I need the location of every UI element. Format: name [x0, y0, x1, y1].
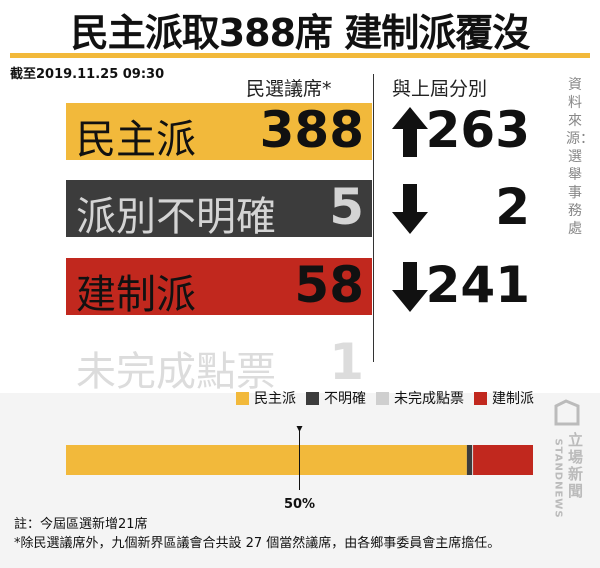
legend-swatch — [306, 391, 319, 405]
row: 建制派 58 — [66, 256, 372, 318]
change-arrow — [392, 262, 428, 312]
seat-change: 263 — [425, 101, 530, 159]
seat-count: 388 — [259, 101, 364, 159]
divider — [373, 74, 374, 362]
legend-item: 未完成點票 — [376, 388, 464, 408]
row: 派別不明確 5 — [66, 178, 372, 240]
note: *除民選議席外，九個新界區議會合共設 27 個當然議席，由各鄉事委員會主席擔任。 — [14, 536, 501, 551]
logo: 立場新聞 STANDNEWS — [548, 398, 592, 538]
change-arrow — [392, 107, 428, 157]
seat-count: 1 — [329, 333, 364, 391]
logo-name: 立場新聞 — [568, 431, 584, 500]
arrow-shape — [392, 262, 428, 312]
legend-swatch — [474, 391, 487, 405]
row-label: 民主派 — [76, 117, 196, 163]
legend-item: 建制派 — [474, 388, 534, 408]
arrow-shape — [392, 184, 428, 234]
row-label: 未完成點票 — [76, 349, 276, 395]
marker-label: 50% — [284, 497, 315, 512]
legend-item: 民主派 — [236, 388, 296, 408]
legend-label: 建制派 — [492, 391, 534, 407]
legend-swatch — [236, 391, 249, 405]
legend-label: 民主派 — [254, 391, 296, 407]
title: 民主派取388席 建制派覆沒 — [70, 11, 531, 55]
row: 民主派 388 — [66, 101, 372, 163]
seat-change: 2 — [495, 178, 530, 236]
legend-swatch — [376, 391, 389, 405]
legend: 民主派 不明確 未完成點票 建制派 — [236, 388, 534, 408]
logo-latin: STANDNEWS — [552, 438, 564, 519]
seat-change: 241 — [425, 256, 530, 314]
seat-count: 5 — [329, 178, 364, 236]
logo-icon — [554, 399, 580, 426]
note: 註：今屆區選新增21席 — [14, 517, 148, 532]
row-label: 建制派 — [76, 272, 196, 318]
bar-segment — [66, 445, 467, 475]
title-rule — [10, 53, 590, 58]
row-label: 派別不明確 — [76, 194, 276, 240]
bar-segment — [466, 445, 473, 475]
marker-tip — [296, 426, 303, 432]
row: 未完成點票 1 — [66, 333, 372, 395]
legend-label: 不明確 — [324, 391, 366, 407]
seat-count: 58 — [294, 256, 364, 314]
column-header: 民選議席* — [246, 78, 332, 100]
arrow-shape — [392, 107, 428, 157]
bar-segment — [473, 445, 533, 475]
change-arrow — [392, 184, 428, 234]
timestamp: 截至2019.11.25 09:30 — [10, 67, 165, 82]
column-header: 與上屆分別 — [392, 78, 488, 100]
legend-item: 不明確 — [306, 388, 366, 408]
bar-segment — [472, 445, 474, 475]
source: 資料來源：選舉事務處 — [566, 77, 594, 237]
legend-label: 未完成點票 — [394, 391, 464, 407]
